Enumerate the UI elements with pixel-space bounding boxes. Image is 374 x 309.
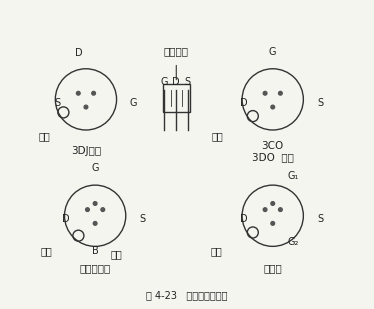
Text: 3CO
3DO  系列: 3CO 3DO 系列: [252, 141, 294, 162]
Circle shape: [93, 222, 97, 225]
Circle shape: [271, 202, 275, 205]
Text: G₁: G₁: [288, 171, 299, 181]
Circle shape: [263, 208, 267, 211]
Circle shape: [279, 91, 282, 95]
Circle shape: [93, 202, 97, 205]
Text: S: S: [140, 214, 145, 224]
Circle shape: [86, 208, 89, 211]
Circle shape: [271, 105, 275, 109]
Text: 管键: 管键: [39, 131, 50, 141]
Text: G: G: [269, 47, 276, 57]
Text: 管键: 管键: [210, 246, 222, 256]
Text: 平面向上: 平面向上: [164, 47, 189, 57]
Text: G: G: [160, 77, 168, 87]
Text: G: G: [91, 163, 99, 173]
Text: D: D: [240, 98, 248, 108]
Text: 衬底有引脚: 衬底有引脚: [80, 263, 111, 273]
Text: 衬底: 衬底: [111, 249, 122, 259]
Circle shape: [279, 208, 282, 211]
Text: 双栅型: 双栅型: [263, 263, 282, 273]
Text: S: S: [317, 98, 323, 108]
Text: S: S: [184, 77, 191, 87]
Text: B: B: [92, 246, 98, 256]
Text: D: D: [62, 214, 70, 224]
Text: G₂: G₂: [288, 237, 299, 247]
Text: 3DJ系列: 3DJ系列: [71, 146, 101, 156]
Text: G: G: [129, 98, 137, 108]
Circle shape: [92, 91, 95, 95]
Text: 管键: 管键: [212, 131, 224, 141]
Text: D: D: [240, 214, 248, 224]
Text: S: S: [54, 98, 60, 108]
Text: 图 4-23   场效应管的引脚: 图 4-23 场效应管的引脚: [146, 290, 228, 300]
Text: S: S: [317, 214, 323, 224]
Text: 管键: 管键: [40, 246, 52, 256]
Text: D: D: [172, 77, 180, 87]
Circle shape: [263, 91, 267, 95]
Circle shape: [101, 208, 105, 211]
Circle shape: [76, 91, 80, 95]
Circle shape: [271, 222, 275, 225]
Text: D: D: [76, 48, 83, 58]
Circle shape: [84, 105, 88, 109]
